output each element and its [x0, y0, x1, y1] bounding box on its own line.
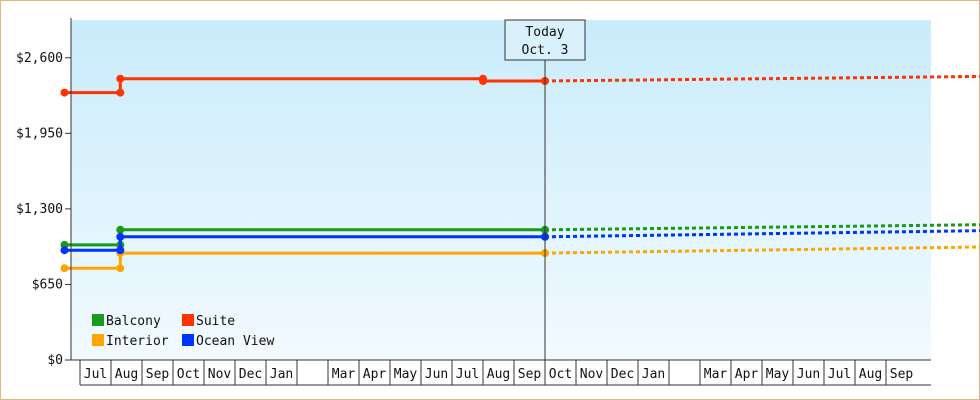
y-tick-label: $1,950	[16, 126, 63, 141]
month-label: Jul	[828, 367, 851, 382]
month-label: May	[394, 367, 418, 382]
month-label: Sep	[890, 367, 914, 382]
data-point	[479, 77, 487, 85]
month-label: Jul	[84, 367, 107, 382]
data-point	[116, 88, 125, 97]
series-line-ocean-view	[64, 235, 545, 252]
legend-label: Suite	[196, 314, 235, 329]
month-label: Apr	[735, 367, 759, 382]
month-label: Sep	[146, 367, 170, 382]
y-tick-label: $0	[47, 353, 63, 368]
month-label: Dec	[611, 367, 634, 382]
data-point	[116, 246, 125, 255]
y-tick-label: $650	[32, 277, 63, 292]
month-label: Oct	[549, 367, 572, 382]
month-label: Oct	[177, 367, 200, 382]
legend: Balcony Suite Interior Ocean View	[92, 314, 274, 349]
series-line-suite	[64, 77, 545, 95]
y-tick-label: $2,600	[16, 51, 63, 66]
month-label: Jun	[797, 367, 820, 382]
series-forecast-interior	[544, 245, 980, 255]
data-point	[60, 264, 69, 273]
data-point	[60, 88, 69, 97]
legend-label: Ocean View	[196, 334, 274, 349]
today-label: Today	[525, 25, 564, 40]
legend-label: Balcony	[106, 314, 161, 329]
month-label: Sep	[518, 367, 542, 382]
month-label: Aug	[487, 367, 510, 382]
month-label: Apr	[363, 367, 387, 382]
data-point	[116, 225, 125, 234]
month-label: Jan	[642, 367, 665, 382]
legend-swatch	[92, 314, 104, 326]
month-label: Nov	[208, 367, 232, 382]
y-tick-label: $1,300	[16, 202, 63, 217]
today-date: Oct. 3	[522, 43, 569, 58]
today-box	[504, 19, 586, 61]
legend-swatch	[92, 334, 104, 346]
month-label: Aug	[115, 367, 138, 382]
month-label: Mar	[704, 367, 728, 382]
series-forecast-ocean-view	[544, 229, 980, 239]
month-label: Nov	[580, 367, 604, 382]
month-label: Dec	[239, 367, 262, 382]
series-forecast-balcony	[544, 223, 980, 232]
data-point	[116, 264, 125, 273]
series-forecast-suite	[544, 74, 980, 83]
legend-label: Interior	[106, 334, 169, 349]
series-line-interior	[64, 251, 545, 270]
plot-area	[71, 20, 931, 360]
data-point	[116, 232, 125, 241]
legend-swatch	[182, 334, 194, 346]
data-point	[116, 74, 125, 83]
month-label: Jun	[425, 367, 448, 382]
legend-swatch	[182, 314, 194, 326]
today-layer: Today Oct. 3	[504, 19, 586, 360]
month-label: Mar	[332, 367, 356, 382]
month-label: Aug	[859, 367, 882, 382]
month-label: Jan	[270, 367, 293, 382]
month-label: Jul	[456, 367, 479, 382]
data-point	[60, 246, 69, 255]
axes-layer: $0 $650 $1,300 $1,950 $2,600 Jul Aug Sep Oct Nov D…	[16, 18, 931, 386]
month-label: May	[766, 367, 790, 382]
